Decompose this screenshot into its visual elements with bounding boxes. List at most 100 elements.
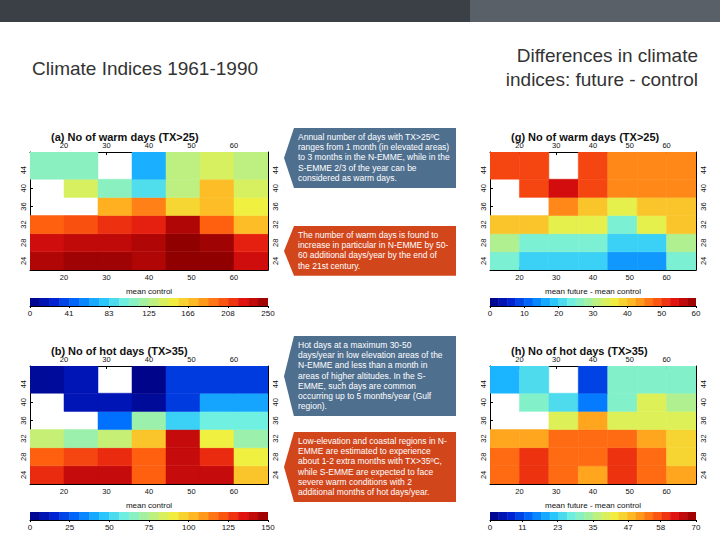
svg-text:40: 40 [589,273,597,282]
svg-text:20: 20 [515,487,523,496]
svg-text:50: 50 [187,355,195,364]
svg-text:mean control: mean control [126,501,172,510]
svg-text:166: 166 [181,309,195,318]
svg-text:40: 40 [479,184,488,192]
svg-text:60: 60 [662,141,670,150]
svg-text:32: 32 [19,434,28,442]
svg-text:40: 40 [479,398,488,406]
svg-text:20: 20 [515,273,523,282]
svg-text:36: 36 [19,202,28,210]
svg-text:250: 250 [261,309,275,318]
svg-text:32: 32 [271,220,280,228]
svg-text:44: 44 [699,166,708,174]
svg-text:24: 24 [19,257,28,265]
svg-text:60: 60 [662,355,670,364]
svg-text:40: 40 [699,184,708,192]
svg-text:150: 150 [261,523,275,532]
svg-text:40: 40 [271,184,280,192]
svg-text:50: 50 [626,273,634,282]
svg-text:44: 44 [479,166,488,174]
svg-text:28: 28 [19,239,28,247]
svg-text:30: 30 [552,273,560,282]
svg-text:50: 50 [626,487,634,496]
svg-text:36: 36 [699,416,708,424]
svg-text:25: 25 [65,523,74,532]
svg-text:40: 40 [19,184,28,192]
svg-text:60: 60 [230,355,238,364]
svg-text:20: 20 [60,487,68,496]
svg-text:32: 32 [19,220,28,228]
svg-text:36: 36 [479,202,488,210]
svg-text:44: 44 [19,380,28,388]
svg-text:(a) No of warm days (TX>25): (a) No of warm days (TX>25) [51,131,199,143]
svg-text:40: 40 [145,487,153,496]
svg-text:24: 24 [271,257,280,265]
svg-text:28: 28 [19,453,28,461]
svg-text:32: 32 [699,220,708,228]
svg-text:32: 32 [699,434,708,442]
svg-text:(h) No of hot days (TX>35): (h) No of hot days (TX>35) [511,345,648,357]
svg-text:36: 36 [699,202,708,210]
svg-text:24: 24 [479,257,488,265]
svg-text:47: 47 [624,523,633,532]
svg-text:60: 60 [230,141,238,150]
svg-text:30: 30 [552,487,560,496]
svg-text:50: 50 [657,309,666,318]
svg-text:41: 41 [65,309,74,318]
svg-text:20: 20 [554,309,563,318]
svg-text:0: 0 [28,523,33,532]
svg-text:24: 24 [479,471,488,479]
svg-text:125: 125 [222,523,236,532]
svg-text:10: 10 [520,309,529,318]
svg-text:36: 36 [19,416,28,424]
svg-text:50: 50 [187,273,195,282]
svg-text:58: 58 [656,523,665,532]
svg-text:mean future - mean control: mean future - mean control [545,287,641,296]
svg-text:83: 83 [105,309,114,318]
svg-text:0: 0 [28,309,33,318]
svg-text:40: 40 [589,487,597,496]
svg-text:44: 44 [19,166,28,174]
svg-text:20: 20 [60,273,68,282]
svg-text:40: 40 [19,398,28,406]
svg-text:40: 40 [145,273,153,282]
svg-text:24: 24 [271,471,280,479]
svg-text:44: 44 [271,166,280,174]
svg-text:35: 35 [589,523,598,532]
svg-text:28: 28 [271,239,280,247]
svg-text:70: 70 [692,523,701,532]
svg-text:50: 50 [105,523,114,532]
svg-text:44: 44 [479,380,488,388]
svg-text:0: 0 [488,523,493,532]
svg-text:75: 75 [145,523,154,532]
svg-text:125: 125 [142,309,156,318]
svg-text:30: 30 [102,273,110,282]
svg-text:32: 32 [271,434,280,442]
svg-text:28: 28 [479,453,488,461]
svg-text:mean control: mean control [126,287,172,296]
svg-text:32: 32 [479,220,488,228]
svg-text:208: 208 [221,309,235,318]
svg-text:40: 40 [623,309,632,318]
svg-text:28: 28 [271,453,280,461]
svg-text:mean future - mean control: mean future - mean control [545,501,641,510]
svg-text:36: 36 [271,416,280,424]
svg-text:100: 100 [182,523,196,532]
svg-text:28: 28 [699,453,708,461]
svg-text:(b) No of hot days (TX>35): (b) No of hot days (TX>35) [51,345,188,357]
svg-text:28: 28 [479,239,488,247]
svg-text:(g) No of warm days (TX>25): (g) No of warm days (TX>25) [511,131,660,143]
svg-text:30: 30 [102,487,110,496]
svg-text:40: 40 [271,398,280,406]
svg-text:32: 32 [479,434,488,442]
svg-text:44: 44 [271,380,280,388]
svg-text:60: 60 [230,487,238,496]
svg-text:28: 28 [699,239,708,247]
svg-text:60: 60 [230,273,238,282]
svg-text:23: 23 [553,523,562,532]
svg-text:24: 24 [19,471,28,479]
svg-text:44: 44 [699,380,708,388]
svg-text:11: 11 [518,523,527,532]
svg-text:40: 40 [699,398,708,406]
svg-text:60: 60 [662,273,670,282]
